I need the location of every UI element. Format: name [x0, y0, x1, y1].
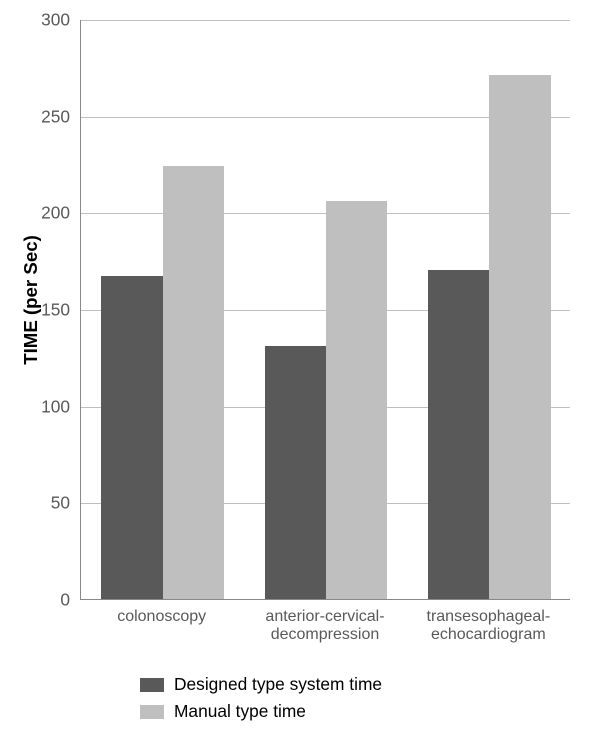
x-tick-label-line: colonoscopy [80, 608, 243, 626]
x-tick-label-line: anterior-cervical- [243, 608, 406, 626]
legend-label: Manual type time [174, 701, 306, 722]
x-tick-label-line: echocardiogram [407, 626, 570, 644]
legend: Designed type system time Manual type tim… [140, 674, 382, 728]
bar [265, 346, 326, 599]
legend-swatch [140, 678, 164, 692]
bar [163, 166, 224, 599]
x-tick-label-line: decompression [243, 626, 406, 644]
legend-item: Designed type system time [140, 674, 382, 695]
y-tick-label: 100 [30, 396, 70, 417]
bar [489, 75, 550, 599]
y-tick-label: 150 [30, 300, 70, 321]
grid-line [81, 20, 570, 21]
x-tick-label: transesophageal-echocardiogram [407, 608, 570, 645]
y-tick-label: 250 [30, 106, 70, 127]
chart-page: TIME (per Sec) 050100150200250300 colono… [0, 0, 598, 750]
x-tick-label-line: transesophageal- [407, 608, 570, 626]
bar [428, 270, 489, 599]
legend-item: Manual type time [140, 701, 382, 722]
y-tick-label: 200 [30, 203, 70, 224]
y-tick-label: 300 [30, 10, 70, 31]
legend-swatch [140, 705, 164, 719]
y-tick-label: 0 [30, 590, 70, 611]
chart-frame: TIME (per Sec) 050100150200250300 colono… [0, 0, 598, 750]
bar [101, 276, 162, 599]
plot-area [80, 20, 570, 600]
x-tick-label: anterior-cervical-decompression [243, 608, 406, 645]
legend-label: Designed type system time [174, 674, 382, 695]
bar [326, 201, 387, 599]
x-tick-label: colonoscopy [80, 608, 243, 626]
y-tick-label: 50 [30, 493, 70, 514]
